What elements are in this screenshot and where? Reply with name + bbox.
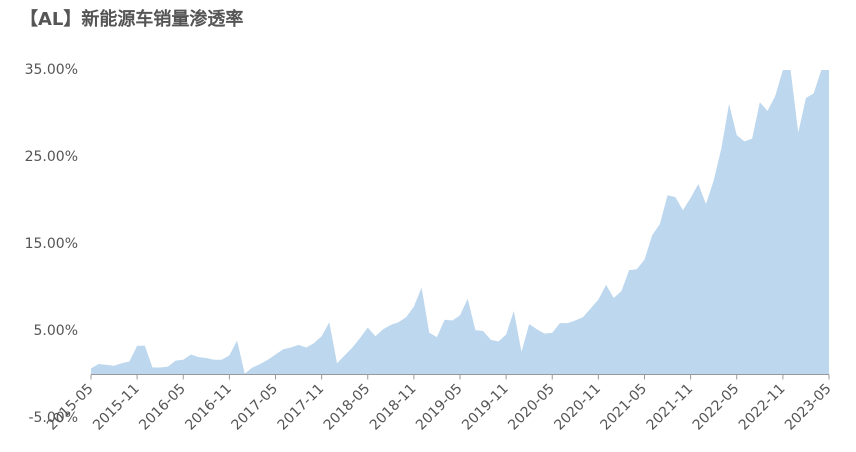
x-tick-label: 2019-11	[459, 381, 512, 434]
x-tick-label: 2023-05	[782, 381, 835, 434]
area	[91, 70, 829, 375]
x-tick-label: 2018-11	[367, 381, 420, 434]
chart-title: 【AL】新能源车销量渗透率	[20, 8, 243, 30]
y-tick-label: 25.00%	[25, 149, 78, 165]
y-tick-label: 35.00%	[25, 62, 78, 78]
x-tick-label: 2019-05	[413, 381, 466, 434]
x-tick-label: 2017-11	[275, 381, 328, 434]
x-tick-label: 2015-11	[90, 381, 143, 434]
x-tick-label: 2018-05	[321, 381, 374, 434]
x-tick-label: 2021-11	[644, 381, 697, 434]
x-tick-label: 2022-11	[736, 381, 789, 434]
x-tick-label: 2022-05	[690, 381, 743, 434]
y-tick-label: 15.00%	[25, 236, 78, 252]
x-tick-label: 2021-05	[597, 381, 650, 434]
x-tick-label: 2016-05	[136, 381, 189, 434]
x-tick-label: 2017-05	[228, 381, 281, 434]
x-tick-label: 2020-11	[551, 381, 604, 434]
y-tick-label: 5.00%	[34, 323, 78, 339]
x-tick-label: 2020-05	[505, 381, 558, 434]
x-tick-label: 2016-11	[182, 381, 235, 434]
y-tick-label: -5.00%	[28, 410, 78, 426]
